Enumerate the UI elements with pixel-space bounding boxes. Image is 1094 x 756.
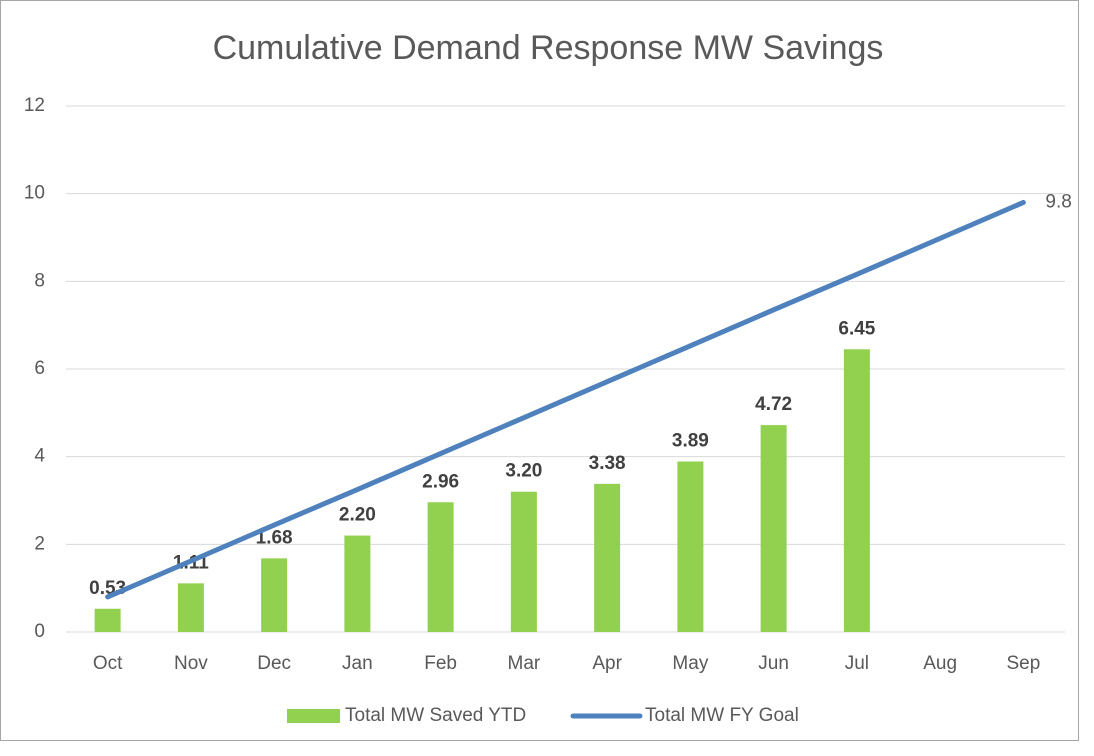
data-label: 2.96 [422, 471, 459, 492]
x-tick-label: Aug [923, 653, 957, 674]
y-tick-label: 8 [34, 270, 45, 291]
data-label: 6.45 [838, 318, 875, 339]
x-tick-label: Dec [257, 653, 291, 674]
line [105, 199, 1026, 600]
legend-label: Total MW Saved YTD [345, 705, 526, 726]
bar [177, 583, 204, 632]
x-tick-label: Jul [845, 653, 869, 674]
data-label: 3.89 [672, 431, 709, 452]
bar [94, 608, 121, 632]
bar [677, 461, 704, 632]
y-tick-label: 4 [34, 446, 45, 467]
x-tick-label: Nov [174, 653, 208, 674]
chart-title: Cumulative Demand Response MW Savings [213, 29, 884, 67]
legend-swatch [287, 709, 340, 723]
data-label: 9.8 [1045, 191, 1071, 212]
bar [344, 535, 371, 632]
bar [594, 483, 621, 632]
legend-label: Total MW FY Goal [645, 705, 799, 726]
bar [427, 502, 454, 632]
x-tick-label: Mar [508, 653, 541, 674]
y-tick-label: 0 [34, 621, 45, 642]
data-label: 4.72 [755, 394, 792, 415]
x-tick-label: Sep [1006, 653, 1040, 674]
bar [261, 558, 288, 632]
chart-frame [0, 0, 1079, 741]
data-label: 2.20 [339, 505, 376, 526]
data-label: 3.38 [589, 453, 626, 474]
bar [843, 349, 870, 632]
y-tick-label: 10 [24, 183, 45, 204]
x-tick-label: Apr [592, 653, 622, 674]
x-tick-label: May [672, 653, 708, 674]
x-tick-label: Oct [93, 653, 123, 674]
x-tick-label: Jun [758, 653, 789, 674]
x-tick-label: Feb [424, 653, 457, 674]
y-tick-label: 12 [24, 95, 45, 116]
y-tick-label: 2 [34, 533, 45, 554]
bar [510, 491, 537, 632]
y-tick-label: 6 [34, 358, 45, 379]
x-tick-label: Jan [342, 653, 373, 674]
data-label: 3.20 [505, 461, 542, 482]
data-label: 1.68 [256, 527, 293, 548]
bar [760, 425, 787, 632]
